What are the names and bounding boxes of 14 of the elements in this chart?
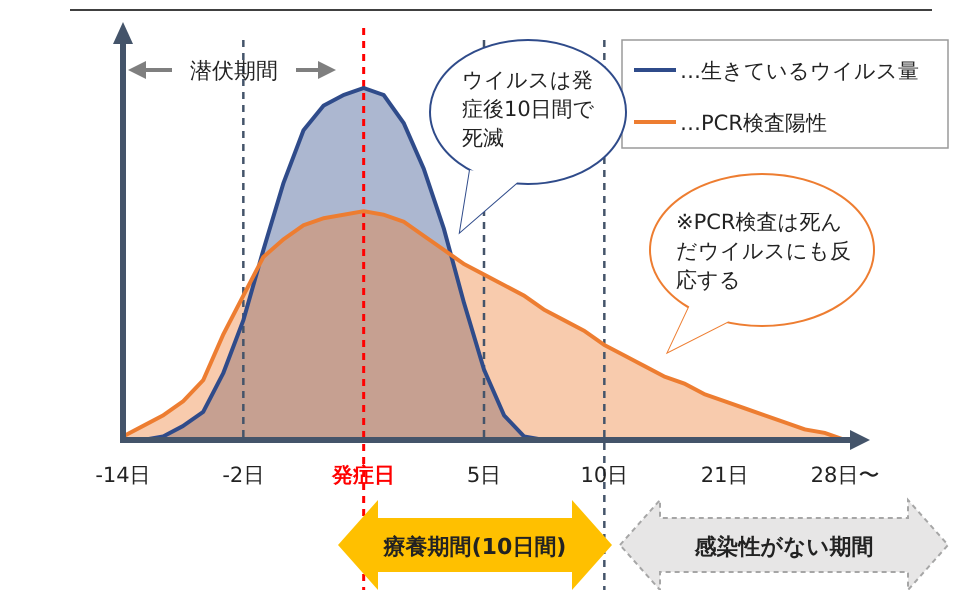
x-tick-label: 発症日 — [331, 463, 396, 487]
x-tick-label: 5日 — [466, 463, 502, 487]
legend-label: …生きているウイルス量 — [680, 59, 919, 83]
text: 感染性がない期間 — [694, 534, 874, 560]
x-tick-label: 10日 — [580, 463, 628, 487]
x-tick-label: -2日 — [222, 463, 264, 487]
x-tick-label: 28日〜 — [810, 463, 880, 487]
annotation: ※PCR検査は死んだウイルスにも反応する — [676, 209, 852, 294]
legend-label: …PCR検査陽性 — [680, 111, 827, 135]
annotation: ウイルスは発症後10日間で死滅 — [462, 67, 596, 152]
text: 潜伏期間 — [190, 59, 278, 84]
x-tick-label: -14日 — [95, 463, 151, 487]
text: 療養期間(10日間) — [382, 534, 566, 560]
x-tick-label: 21日 — [700, 463, 749, 487]
